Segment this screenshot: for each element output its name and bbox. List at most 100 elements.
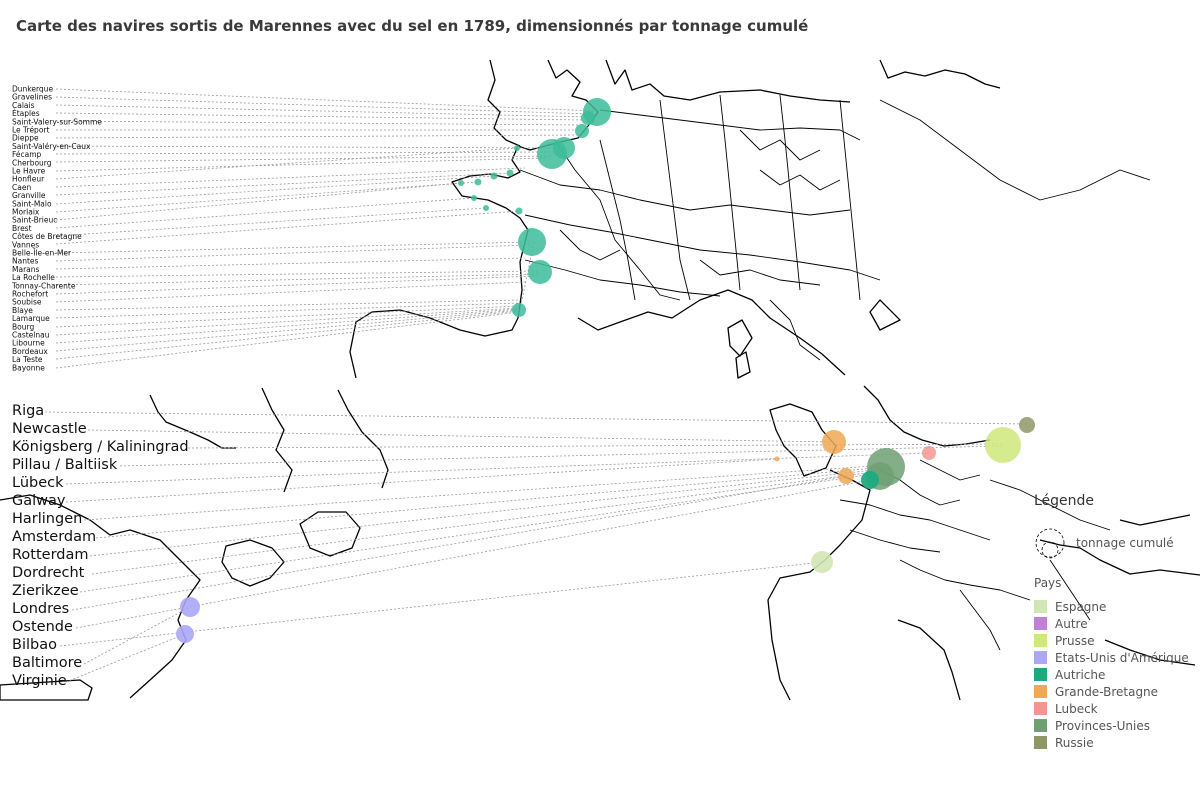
bubble-la-rochelle[interactable] <box>528 260 552 284</box>
port-label-le-havre: Le Havre <box>12 167 46 176</box>
legend-label-autriche[interactable]: Autriche <box>1055 668 1105 682</box>
bubble-le-havre[interactable] <box>537 139 567 169</box>
bubble-granville[interactable] <box>506 169 514 177</box>
atlantic-map <box>0 385 1200 701</box>
port-label-saint-valery-sur-somme: Saint-Valery-sur-Somme <box>12 117 102 126</box>
legend-label-lubeck[interactable]: Lubeck <box>1055 702 1098 716</box>
port-label-dordrecht: Dordrecht <box>12 565 85 581</box>
port-label-soubise: Soubise <box>12 298 42 307</box>
bubble-calais[interactable] <box>581 111 595 125</box>
legend-label-grande-bretagne[interactable]: Grande-Bretagne <box>1055 685 1158 699</box>
port-label-riga: Riga <box>12 403 44 419</box>
bubble-konigsberg[interactable] <box>985 427 1021 463</box>
bubble-nantes[interactable] <box>515 207 523 215</box>
bubble-morlaix[interactable] <box>474 178 482 186</box>
port-label-bayonne: Bayonne <box>12 363 45 372</box>
port-label-morlaix: Morlaix <box>12 208 40 217</box>
legend-swatch-autriche[interactable] <box>1034 668 1047 681</box>
legend-swatch-etats-unis-d-amerique[interactable] <box>1034 651 1047 664</box>
port-label-castelnau: Castelnau <box>12 331 50 340</box>
port-label-bilbao: Bilbao <box>12 637 57 653</box>
port-label-le-treport: Le Tréport <box>12 126 49 135</box>
bubble-newcastle[interactable] <box>822 430 846 454</box>
legend-label-autre[interactable]: Autre <box>1055 617 1088 631</box>
bubble-marans[interactable] <box>518 228 546 256</box>
legend-label-espagne[interactable]: Espagne <box>1055 600 1106 614</box>
port-label-pillau-baltiisk: Pillau / Baltiisk <box>12 457 118 473</box>
bubble-londres[interactable] <box>838 468 854 484</box>
legend-label-prusse[interactable]: Prusse <box>1055 634 1094 648</box>
bubble-bilbao[interactable] <box>811 551 833 573</box>
borders <box>519 94 1151 361</box>
port-label-vannes: Vannes <box>12 240 39 249</box>
port-label-dieppe: Dieppe <box>12 134 39 143</box>
legend-swatch-russie[interactable] <box>1034 736 1047 749</box>
port-label-tonnay-charente: Tonnay-Charente <box>11 281 76 290</box>
port-label-la-teste: La Teste <box>12 355 43 364</box>
legend-title: Légende <box>1034 493 1094 509</box>
port-label-ostende: Ostende <box>12 619 73 635</box>
port-label-baltimore: Baltimore <box>12 655 82 671</box>
port-label-saint-brieuc: Saint-Brieuc <box>12 216 57 225</box>
port-label-la-rochelle: La Rochelle <box>12 273 55 282</box>
port-label-lamarque: Lamarque <box>12 314 50 323</box>
legend-label-provinces-unies[interactable]: Provinces-Unies <box>1055 719 1150 733</box>
port-label-caen: Caen <box>12 183 31 192</box>
bubble-brest[interactable] <box>458 180 464 186</box>
port-label-etaples: Étaples <box>12 109 40 118</box>
legend-swatch-espagne[interactable] <box>1034 600 1047 613</box>
bubble-cherbourg[interactable] <box>514 145 520 151</box>
port-label-cherbourg: Cherbourg <box>12 158 52 167</box>
port-label-virginie: Virginie <box>12 673 67 689</box>
legend-label-etats-unis-d-amerique[interactable]: Etats-Unis d'Amérique <box>1055 651 1189 665</box>
port-label-gravelines: Gravelines <box>12 93 52 102</box>
map-title: Carte des navires sortis de Marennes ave… <box>16 17 808 35</box>
port-label-saint-malo: Saint-Malo <box>12 199 52 208</box>
french-port-labels: DunkerqueGravelinesCalaisÉtaplesSaint-Va… <box>11 85 102 373</box>
legend: Légende tonnage cumulé Pays Espagne Autre… <box>1034 493 1189 750</box>
port-label-zierikzee: Zierikzee <box>12 583 79 599</box>
legend-country-list: Espagne Autre Prusse Etats-Unis d'Amérique A… <box>1034 600 1189 750</box>
french-port-bubbles <box>458 98 611 317</box>
port-label-libourne: Libourne <box>12 339 45 348</box>
port-label-nantes: Nantes <box>12 257 39 266</box>
port-label-saint-valery-en-caux: Saint-Valéry-en-Caux <box>12 142 91 151</box>
bubble-saint-malo[interactable] <box>490 172 498 180</box>
port-label-fecamp: Fécamp <box>12 150 42 159</box>
legend-swatch-provinces-unies[interactable] <box>1034 719 1047 732</box>
bubble-saint-valery[interactable] <box>575 124 589 138</box>
port-label-amsterdam: Amsterdam <box>12 529 96 545</box>
port-label-honfleur: Honfleur <box>12 175 45 184</box>
coastline <box>0 385 1200 701</box>
bubble-bayonne[interactable] <box>512 303 526 317</box>
bubble-riga[interactable] <box>1019 417 1035 433</box>
legend-label-russie[interactable]: Russie <box>1055 736 1094 750</box>
port-label-bordeaux: Bordeaux <box>12 347 48 356</box>
bubble-cotes-de-bretagne[interactable] <box>471 195 477 201</box>
legend-swatch-grande-bretagne[interactable] <box>1034 685 1047 698</box>
port-label-dunkerque: Dunkerque <box>12 85 53 94</box>
port-label-rotterdam: Rotterdam <box>12 547 89 563</box>
port-label-newcastle: Newcastle <box>12 421 87 437</box>
bubble-baltimore[interactable] <box>180 597 200 617</box>
legend-size-label: tonnage cumulé <box>1076 536 1174 550</box>
port-label-rochefort: Rochefort <box>12 290 48 299</box>
bubble-virginie[interactable] <box>176 625 194 643</box>
port-label-lubeck: Lübeck <box>12 475 64 491</box>
legend-swatch-prusse[interactable] <box>1034 634 1047 647</box>
leader-lines <box>44 88 1028 683</box>
port-label-belle-ile-en-mer: Belle-Île-en-Mer <box>12 249 72 258</box>
legend-swatch-autre[interactable] <box>1034 617 1047 630</box>
port-label-konigsberg-kaliningrad: Königsberg / Kaliningrad <box>12 439 189 455</box>
bubble-vannes[interactable] <box>483 205 489 211</box>
foreign-port-labels: Riga Newcastle Königsberg / Kaliningrad Pil… <box>12 403 189 689</box>
bubble-lubeck[interactable] <box>922 446 936 460</box>
legend-size-circle-large <box>1035 528 1065 558</box>
legend-size-circle-small <box>1041 541 1059 559</box>
port-label-cotes-de-bretagne: Côtes de Bretagne <box>12 232 82 241</box>
bubble-ostende[interactable] <box>861 471 879 489</box>
port-label-marans: Marans <box>12 265 39 274</box>
legend-swatch-lubeck[interactable] <box>1034 702 1047 715</box>
bubble-galway[interactable] <box>774 456 780 462</box>
